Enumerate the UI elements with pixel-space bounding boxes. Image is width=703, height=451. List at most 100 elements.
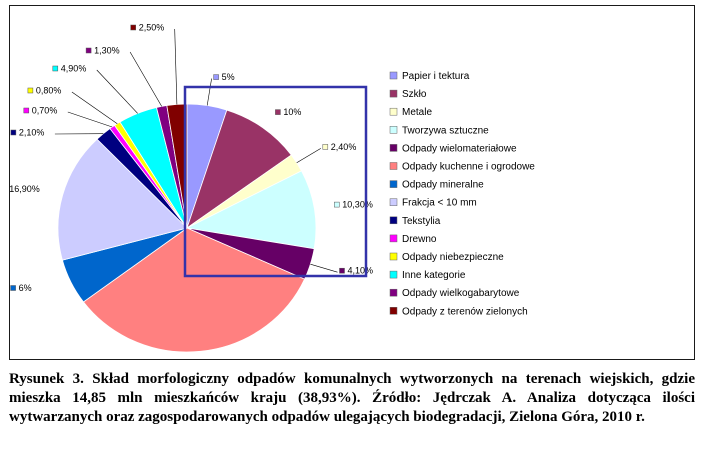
data-label: 2,10% [10,128,45,138]
pie-slice-frakcja-10-mm [57,138,188,261]
leader-line [206,78,212,106]
pie-slices [57,103,317,353]
data-labels: 5%10%2,40%10,30%4,10%33,10%6%16,90%2,10%… [10,23,374,294]
legend-label: Odpady kuchenne i ogrodowe [402,162,535,173]
data-label: 16,90% [10,184,40,194]
data-label-key [334,201,340,208]
data-label-text: 2,10% [19,128,45,138]
pie-slice-szklo [186,109,292,230]
data-label-key [52,65,59,72]
legend-swatch [389,71,398,80]
data-label: 5% [213,72,235,82]
highlight-box [183,85,368,278]
legend-item-tekstylia: Tekstylia [389,216,441,227]
data-label-text: 0,80% [36,86,62,96]
data-label-key [10,129,17,136]
leader-line [96,69,138,114]
data-label-text: 0,70% [32,106,58,116]
legend-swatch [389,144,398,152]
legend-label: Odpady wielomateriałowe [402,143,517,154]
legend-item-szklo: Szkło [389,89,427,100]
legend-swatch [389,89,398,98]
legend-item-odpady-kuchenne-i-ogrodowe: Odpady kuchenne i ogrodowe [389,162,535,173]
legend-swatch [389,107,398,116]
data-label-text: 1,30% [94,46,120,56]
legend-label: Metale [402,107,432,118]
data-label: 6% [10,283,32,293]
legend-item-odpady-mineralne: Odpady mineralne [389,180,484,191]
data-label: 4,90% [52,64,87,74]
data-label-key [275,109,281,115]
legend-swatch [389,216,398,225]
data-label: 1,30% [85,46,120,56]
data-label-key [322,144,329,150]
pie-chart: 5%10%2,40%10,30%4,10%33,10%6%16,90%2,10%… [10,23,535,353]
pie-slice-tworzywa-sztuczne [185,170,317,250]
data-label-text: 10,30% [342,200,373,210]
data-label-key [10,285,16,291]
leader-line [71,91,118,124]
legend-label: Papier i tektura [402,71,470,82]
legend-label: Tekstylia [402,216,441,227]
data-label: 10,30% [334,200,373,210]
legend-swatch [389,270,398,279]
legend-item-metale: Metale [389,107,432,118]
data-label: 0,70% [23,106,58,116]
data-label-text: 6% [19,283,32,293]
legend-item-papier-i-tektura: Papier i tektura [389,71,470,82]
legend-label: Drewno [402,234,437,245]
data-label-text: 4,10% [348,266,374,276]
figure-caption: Rysunek 3. Skład morfologiczny odpadów k… [9,371,695,425]
legend-swatch [389,307,398,315]
data-label-text: 10% [283,107,301,117]
data-label: 2,40% [322,142,357,152]
data-label-key [130,24,136,31]
leader-line [67,111,113,128]
legend-item-frakcja-10-mm: Frakcja < 10 mm [389,198,477,209]
legend-swatch [389,288,398,297]
legend-label: Odpady mineralne [402,180,484,191]
legend-item-inne-kategorie: Inne kategorie [389,270,466,281]
legend-item-odpady-z-terenow-zielonych: Odpady z terenów zielonych [389,306,528,317]
data-label-text: 2,40% [331,142,357,152]
legend-label: Odpady z terenów zielonych [402,306,528,317]
data-label: 4,10% [339,266,374,276]
legend-swatch [389,198,398,206]
legend-label: Odpady niebezpieczne [402,252,504,263]
chart-frame: 5%10%2,40%10,30%4,10%33,10%6%16,90%2,10%… [9,5,695,360]
legend-label: Inne kategorie [402,270,466,281]
data-label: 10% [275,107,301,117]
legend-item-drewno: Drewno [389,234,437,245]
pie-slice-odpady-kuchenne-i-ogrodowe [82,227,306,353]
data-label-text: 4,90% [61,64,87,74]
data-label-key [27,87,34,94]
legend-item-tworzywa-sztuczne: Tworzywa sztuczne [389,125,489,136]
data-label-key [85,47,92,54]
legend-item-odpady-wielkogabarytowe: Odpady wielkogabarytowe [389,288,520,299]
legend: Papier i tektura Szkło Metale Tworzywa sztu… [389,71,535,317]
data-label: 0,80% [27,86,62,96]
leader-line [129,51,162,107]
legend-swatch [389,126,398,134]
legend-swatch [389,162,398,170]
data-label-text: 16,90% [10,184,40,194]
leader-lines [54,28,338,273]
leader-line [296,148,321,164]
legend-swatch [389,234,398,243]
legend-label: Tworzywa sztuczne [402,125,489,136]
legend-swatch [389,180,398,188]
data-label: 2,50% [130,23,165,33]
legend-label: Odpady wielkogabarytowe [402,288,520,299]
data-label-key [339,267,345,274]
data-label-text: 2,50% [139,23,165,33]
legend-item-odpady-niebezpieczne: Odpady niebezpieczne [389,252,504,263]
legend-swatch [389,252,398,261]
legend-label: Szkło [402,89,427,100]
legend-label: Frakcja < 10 mm [402,198,477,209]
data-label-text: 5% [222,72,235,82]
leader-line [310,263,338,273]
data-label-key [23,107,30,114]
leader-line [174,28,178,105]
legend-item-odpady-wielomaterialowe: Odpady wielomateriałowe [389,143,517,154]
data-label-key [213,74,219,80]
